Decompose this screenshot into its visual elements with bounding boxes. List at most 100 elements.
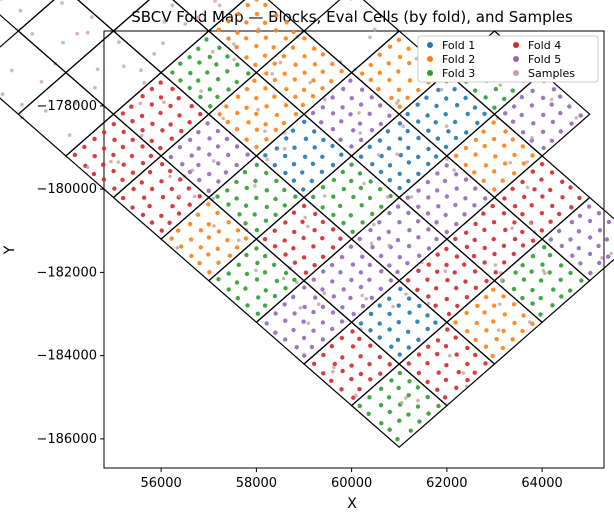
eval-point-fold-2 [293, 112, 299, 117]
sample-point [445, 157, 449, 161]
eval-point-fold-5 [519, 112, 524, 118]
eval-point-fold-2 [206, 252, 211, 257]
eval-point-fold-3 [256, 295, 261, 300]
eval-point-fold-4 [149, 138, 154, 144]
eval-point-fold-4 [462, 262, 467, 267]
eval-point-fold-3 [234, 280, 240, 285]
sample-point [426, 301, 431, 306]
eval-point-fold-2 [339, 69, 344, 74]
eval-point-fold-4 [186, 186, 191, 191]
sample-point [414, 56, 419, 61]
eval-point-fold-5 [369, 128, 375, 133]
y-axis-ticks: −178000 −180000 −182000 −184000 −186000 [36, 99, 104, 447]
eval-point-fold-4 [187, 202, 192, 207]
eval-point-fold-4 [111, 152, 116, 158]
eval-point-fold-4 [435, 338, 441, 343]
eval-point-fold-3 [520, 295, 525, 301]
eval-point-fold-1 [302, 119, 307, 125]
eval-point-fold-4 [129, 153, 135, 159]
eval-point-fold-5 [369, 295, 374, 300]
eval-point-fold-2 [207, 270, 212, 275]
block-cell [172, 0, 246, 32]
eval-point-fold-1 [370, 162, 375, 167]
eval-point-fold-3 [208, 104, 213, 109]
block-cell [17, 0, 115, 74]
eval-point-fold-4 [560, 179, 565, 184]
eval-point-fold-1 [387, 296, 392, 301]
eval-point-fold-5 [578, 261, 583, 266]
eval-point-fold-4 [160, 128, 165, 133]
eval-point-fold-5 [436, 204, 441, 209]
eval-point-fold-3 [204, 37, 209, 42]
eval-point-fold-5 [360, 303, 366, 309]
eval-point-fold-5 [415, 219, 421, 224]
eval-point-fold-5 [349, 144, 354, 149]
y-tick-label: −182000 [36, 265, 97, 280]
eval-point-fold-2 [320, 52, 325, 57]
eval-point-fold-4 [520, 243, 526, 248]
eval-point-fold-1 [368, 328, 373, 333]
eval-point-fold-2 [263, 2, 268, 8]
eval-point-fold-4 [435, 351, 440, 357]
eval-point-fold-1 [416, 337, 421, 342]
eval-point-fold-1 [453, 135, 459, 141]
eval-point-fold-4 [415, 287, 420, 292]
sample-point [253, 184, 257, 188]
sample-point [493, 263, 498, 267]
eval-point-fold-5 [330, 326, 335, 332]
eval-point-fold-2 [500, 345, 505, 351]
eval-point-fold-4 [454, 254, 460, 259]
legend-label: Samples [528, 67, 575, 80]
eval-point-fold-2 [254, 144, 259, 150]
sample-point [265, 157, 270, 162]
eval-point-fold-4 [454, 385, 459, 390]
sample-point [282, 147, 287, 151]
eval-point-fold-2 [512, 320, 517, 326]
eval-point-fold-4 [150, 121, 155, 127]
eval-point-fold-1 [291, 178, 297, 183]
eval-point-fold-2 [216, 27, 221, 32]
eval-point-fold-5 [234, 144, 240, 149]
eval-point-fold-5 [357, 236, 362, 242]
block-cell [207, 0, 305, 74]
eval-point-fold-1 [425, 313, 430, 318]
eval-point-fold-3 [264, 170, 269, 176]
eval-point-fold-3 [492, 105, 497, 110]
eval-point-fold-4 [540, 194, 545, 199]
sample-point [510, 226, 514, 230]
eval-point-fold-5 [386, 229, 391, 234]
x-axis-label: X [347, 496, 357, 512]
eval-point-fold-3 [387, 427, 392, 432]
eval-point-fold-4 [147, 170, 153, 175]
eval-point-fold-2 [520, 144, 526, 149]
eval-point-fold-1 [397, 171, 402, 176]
eval-point-fold-1 [272, 163, 277, 168]
eval-point-fold-4 [140, 144, 145, 149]
eval-point-fold-5 [434, 236, 439, 242]
eval-point-fold-4 [303, 270, 309, 275]
eval-point-fold-1 [339, 152, 344, 157]
eval-point-fold-4 [189, 104, 194, 109]
eval-point-fold-4 [433, 303, 438, 308]
sample-point [75, 31, 80, 36]
eval-point-fold-3 [264, 204, 269, 210]
eval-point-fold-5 [519, 94, 524, 100]
eval-point-fold-5 [454, 221, 459, 227]
eval-point-fold-5 [472, 203, 477, 208]
eval-point-fold-5 [378, 103, 383, 108]
eval-point-fold-4 [169, 186, 174, 192]
eval-point-fold-5 [444, 229, 449, 235]
eval-point-fold-5 [406, 210, 411, 216]
eval-point-fold-5 [291, 327, 296, 333]
eval-point-fold-5 [425, 211, 431, 216]
eval-point-fold-3 [370, 211, 375, 217]
eval-point-fold-2 [254, 11, 260, 17]
eval-point-fold-5 [283, 318, 288, 323]
eval-point-fold-5 [416, 235, 421, 240]
eval-point-fold-4 [169, 136, 174, 141]
eval-point-fold-2 [396, 37, 402, 43]
eval-point-fold-2 [169, 236, 174, 241]
sample-point [316, 302, 321, 307]
eval-point-fold-5 [331, 294, 336, 299]
sample-point [89, 15, 94, 19]
